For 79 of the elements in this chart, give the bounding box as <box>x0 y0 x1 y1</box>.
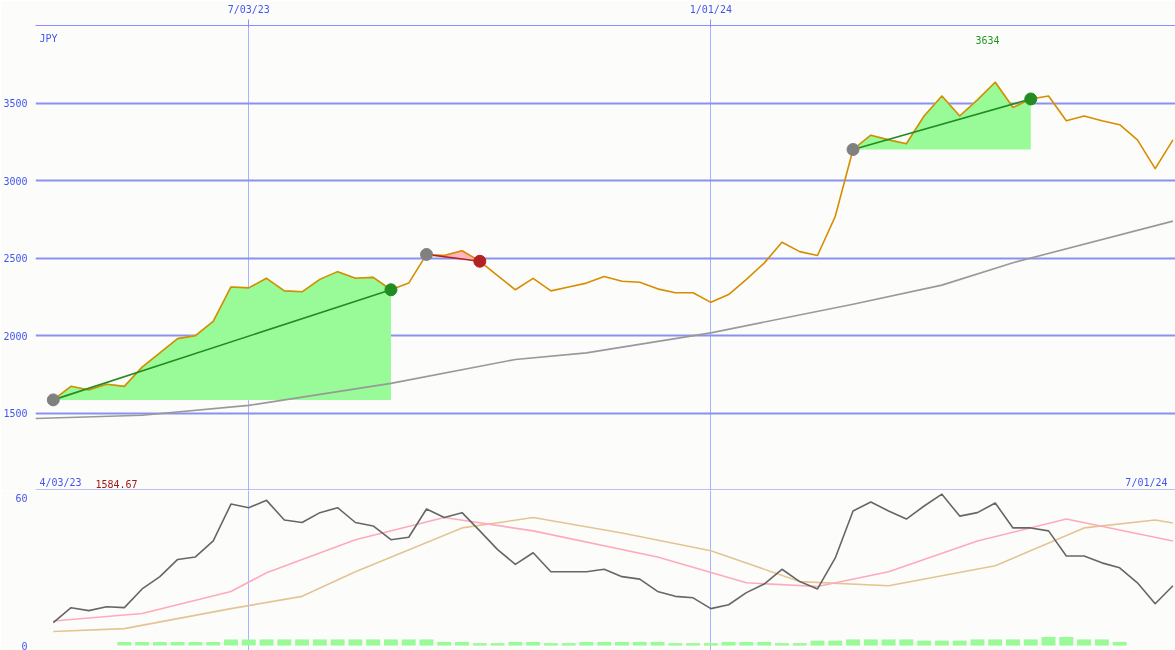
bar <box>828 640 843 646</box>
y-tick-label: 3500 <box>3 98 28 109</box>
bar <box>1023 639 1038 646</box>
bar <box>348 639 363 646</box>
bar <box>881 639 896 646</box>
point <box>384 283 398 297</box>
bar <box>259 639 274 646</box>
bar <box>615 641 629 646</box>
bar <box>472 643 487 646</box>
bar <box>1112 641 1127 646</box>
point <box>473 254 487 268</box>
annotation: 3634 <box>975 34 1000 46</box>
bar <box>952 640 967 646</box>
y-tick-label: 3000 <box>3 175 28 187</box>
bar <box>152 641 167 646</box>
annotation: 4/03/23 <box>39 476 82 488</box>
bar <box>117 641 132 646</box>
bar <box>206 641 221 646</box>
bar <box>970 639 985 646</box>
bar <box>1077 639 1092 646</box>
bar <box>277 639 292 646</box>
y-tick-label: 2000 <box>3 330 28 342</box>
point <box>846 143 860 156</box>
bar <box>295 639 310 646</box>
x-tick-label: 7/03/23 <box>227 3 270 15</box>
bar <box>401 639 416 646</box>
bar <box>774 643 789 646</box>
line-series <box>35 220 1174 420</box>
bar <box>703 643 718 646</box>
bar <box>508 641 523 646</box>
bar <box>579 641 594 646</box>
x-tick-label: 1/01/24 <box>689 3 732 15</box>
bar <box>366 639 381 646</box>
bar <box>437 641 452 646</box>
bar <box>846 639 861 646</box>
bar <box>668 643 683 646</box>
y-tick-label: 2500 <box>3 253 28 264</box>
bar <box>170 641 185 646</box>
bar <box>863 639 878 646</box>
bar <box>1041 636 1056 646</box>
line-series <box>52 493 1174 624</box>
bar <box>330 639 345 646</box>
bar <box>455 641 470 646</box>
bar <box>934 640 949 646</box>
bar <box>490 643 505 646</box>
y-tick-label: 1500 <box>3 408 28 419</box>
bar <box>135 641 150 646</box>
bar <box>561 643 576 646</box>
bar <box>597 641 612 646</box>
bar <box>917 640 932 646</box>
y-tick-label: 60 <box>15 492 28 504</box>
bar <box>650 641 665 646</box>
bar <box>188 641 203 646</box>
bar <box>1094 639 1109 646</box>
point <box>420 247 433 261</box>
point <box>46 393 60 407</box>
bar <box>739 641 754 646</box>
bar <box>543 643 558 646</box>
bar <box>312 639 327 646</box>
bar <box>526 641 541 646</box>
bar <box>1006 639 1020 646</box>
point <box>1024 92 1038 106</box>
annotation: 1584.67 <box>95 478 138 490</box>
bar <box>757 641 772 646</box>
bar <box>686 643 701 646</box>
annotation: 7/01/24 <box>1125 476 1168 488</box>
bar <box>632 641 647 646</box>
bar <box>383 639 398 646</box>
y-tick-label: 0 <box>21 640 28 650</box>
bar <box>899 639 914 646</box>
bar <box>721 641 736 646</box>
annotation: JPY <box>39 32 58 44</box>
bar <box>810 640 825 646</box>
bar <box>988 639 1003 646</box>
bar <box>241 639 256 646</box>
bar <box>792 643 807 646</box>
bar <box>419 639 434 646</box>
bar <box>1059 636 1074 646</box>
bar <box>224 639 238 646</box>
